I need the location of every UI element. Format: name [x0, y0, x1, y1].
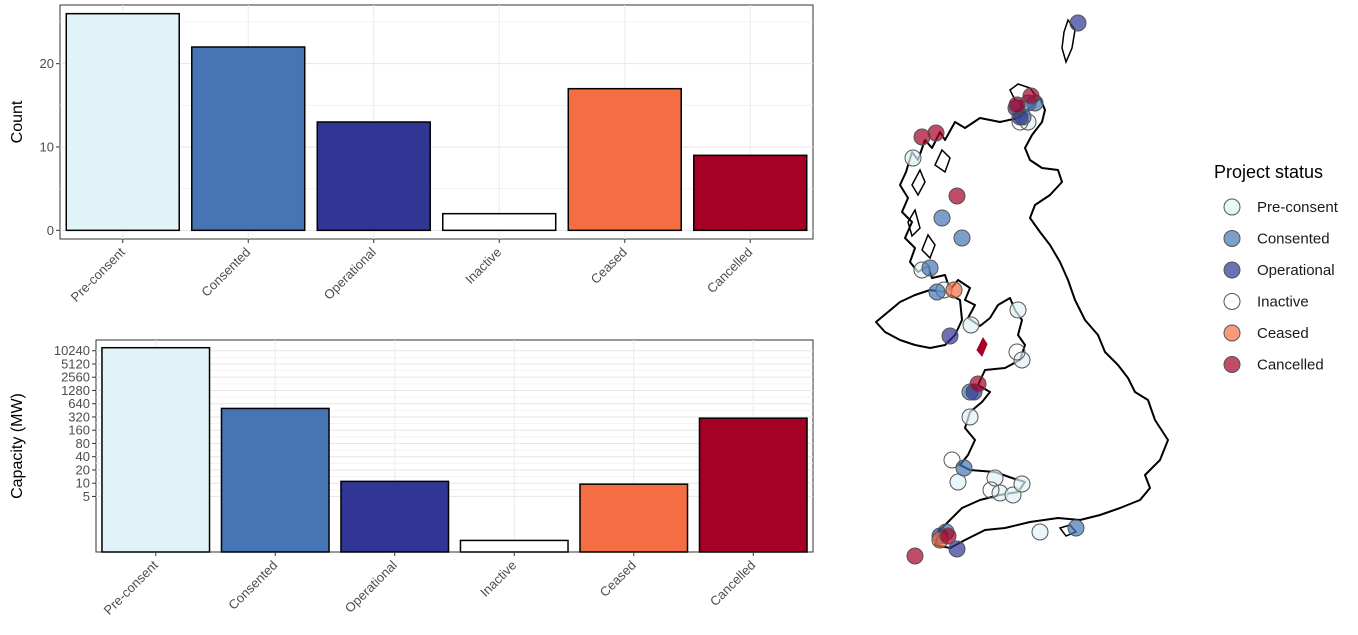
legend-swatch-consented: [1223, 230, 1241, 247]
y-tick-label: 10240: [54, 343, 90, 358]
bar-ceased: [567, 87, 682, 232]
map-point-cancelled: [913, 128, 931, 146]
y-tick-label: 160: [68, 423, 90, 438]
island: [934, 148, 951, 174]
map-point-consented: [955, 459, 973, 477]
map-point-pre-consent: [1004, 486, 1022, 504]
legend-label: Pre-consent: [1257, 199, 1339, 216]
legend-swatch-operational: [1223, 261, 1241, 279]
y-tick-label: 80: [76, 436, 90, 451]
map-point-cancelled: [948, 187, 966, 205]
map-point-inactive: [1011, 113, 1029, 131]
x-tick-label: Ceased: [588, 245, 630, 287]
bar-inactive: [459, 539, 569, 553]
map-point-operational: [948, 540, 966, 558]
map-point-pre-consent: [1031, 523, 1049, 541]
map-point-consented: [933, 209, 951, 227]
y-axis-title: Count: [9, 100, 26, 143]
legend-label: Cancelled: [1257, 357, 1324, 374]
y-tick-label: 5: [83, 489, 90, 504]
map-point-operational: [1069, 14, 1087, 32]
legend-swatch-pre-consent: [1223, 198, 1241, 216]
x-tick-label: Pre-consent: [101, 557, 161, 617]
plot-panel: [59, 4, 814, 240]
island: [921, 233, 936, 260]
y-tick-label: 20: [76, 462, 90, 477]
y-tick-label: 1280: [61, 383, 90, 398]
map-point-consented: [1067, 519, 1085, 537]
y-tick-label: 0: [47, 223, 54, 238]
bar-consented: [191, 46, 306, 232]
map-point-cancelled: [927, 124, 945, 142]
x-tick-label: Inactive: [462, 245, 504, 287]
y-tick-label: 20: [40, 56, 54, 71]
map-point-cancelled: [1008, 96, 1026, 114]
y-tick-label: 5120: [61, 356, 90, 371]
isle-of-man: [976, 337, 988, 357]
legend-swatch-inactive: [1223, 293, 1241, 310]
map-point-ceased: [945, 281, 963, 299]
map-point-pre-consent: [1013, 475, 1031, 493]
bar-cancelled: [698, 417, 808, 553]
legend-title: Project status: [1214, 162, 1323, 182]
map-point-cancelled: [939, 527, 957, 545]
bar-operational: [316, 121, 431, 232]
bar-pre-consent: [101, 346, 211, 553]
bar-inactive: [442, 212, 557, 232]
x-tick-label: Operational: [321, 244, 379, 302]
uk-map: [875, 14, 1169, 565]
y-tick-label: 10: [40, 140, 54, 155]
map-point-pre-consent: [904, 149, 922, 167]
x-tick-label: Operational: [342, 557, 400, 615]
plot-panel: [95, 339, 814, 553]
x-tick-label: Ceased: [597, 558, 639, 600]
map-point-inactive: [943, 451, 961, 469]
y-axis-title: Capacity (MW): [9, 393, 26, 499]
x-tick-label: Cancelled: [707, 558, 758, 609]
y-tick-label: 10: [76, 476, 90, 491]
bar-cancelled: [693, 154, 808, 232]
map-point-inactive: [1008, 343, 1026, 361]
count-bar-chart: 0 10 20 Pre-consent Consented Operational Inac…: [9, 4, 814, 305]
map-point-consented: [953, 229, 971, 247]
great-britain-outline: [899, 97, 1169, 549]
map-point-pre-consent: [962, 316, 980, 334]
legend-label: Ceased: [1257, 325, 1309, 342]
bar-operational: [340, 480, 450, 553]
map-point-cancelled: [1022, 87, 1040, 105]
legend-label: Consented: [1257, 231, 1330, 248]
island: [907, 208, 921, 238]
legend: Project status Pre-consent Consented Opera…: [1214, 162, 1339, 374]
map-point-pre-consent: [961, 408, 979, 426]
y-tick-label: 40: [76, 449, 90, 464]
bar-pre-consent: [65, 12, 180, 232]
map-point-operational: [941, 327, 959, 345]
x-tick-label: Cancelled: [704, 245, 755, 296]
map-point-consented: [921, 259, 939, 277]
map-point-inactive: [982, 481, 1000, 499]
bar-consented: [220, 407, 330, 553]
map-point-cancelled: [969, 375, 987, 393]
y-tick-label: 320: [68, 409, 90, 424]
map-point-pre-consent: [1013, 351, 1031, 369]
bar-ceased: [579, 483, 689, 553]
x-tick-label: Inactive: [477, 558, 519, 600]
y-tick-label: 2560: [61, 370, 90, 385]
x-tick-label: Consented: [225, 558, 280, 613]
x-tick-label: Pre-consent: [68, 244, 128, 304]
legend-swatch-cancelled: [1223, 356, 1241, 373]
map-point-pre-consent: [1009, 301, 1027, 319]
map-point-consented: [928, 283, 946, 301]
map-point-cancelled: [906, 547, 924, 565]
y-tick-label: 640: [68, 396, 90, 411]
x-tick-label: Consented: [198, 245, 253, 300]
legend-label: Inactive: [1257, 294, 1309, 311]
legend-label: Operational: [1257, 262, 1335, 279]
legend-swatch-ceased: [1223, 324, 1241, 342]
island: [911, 168, 926, 197]
